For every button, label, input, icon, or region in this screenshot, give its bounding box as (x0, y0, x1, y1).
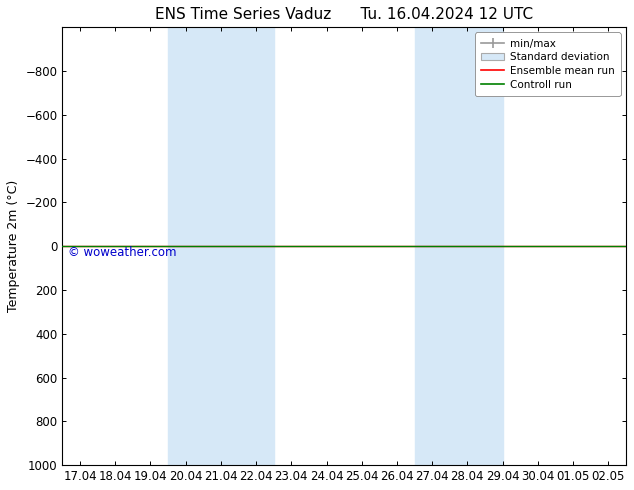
Legend: min/max, Standard deviation, Ensemble mean run, Controll run: min/max, Standard deviation, Ensemble me… (475, 32, 621, 96)
Text: © woweather.com: © woweather.com (68, 246, 177, 259)
Y-axis label: Temperature 2m (°C): Temperature 2m (°C) (7, 180, 20, 312)
Title: ENS Time Series Vaduz      Tu. 16.04.2024 12 UTC: ENS Time Series Vaduz Tu. 16.04.2024 12 … (155, 7, 533, 22)
Bar (415, 27, 503, 465)
Bar (168, 27, 274, 465)
